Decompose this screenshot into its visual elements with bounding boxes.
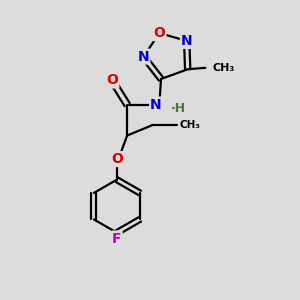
Text: O: O	[106, 74, 119, 88]
Text: N: N	[181, 34, 193, 48]
Text: CH₃: CH₃	[212, 63, 234, 73]
Text: O: O	[154, 26, 165, 40]
Text: F: F	[112, 232, 122, 246]
Text: ·H: ·H	[171, 102, 186, 115]
Text: O: O	[111, 152, 123, 166]
Text: N: N	[150, 98, 162, 112]
Text: N: N	[138, 50, 149, 64]
Text: CH₃: CH₃	[180, 120, 201, 130]
